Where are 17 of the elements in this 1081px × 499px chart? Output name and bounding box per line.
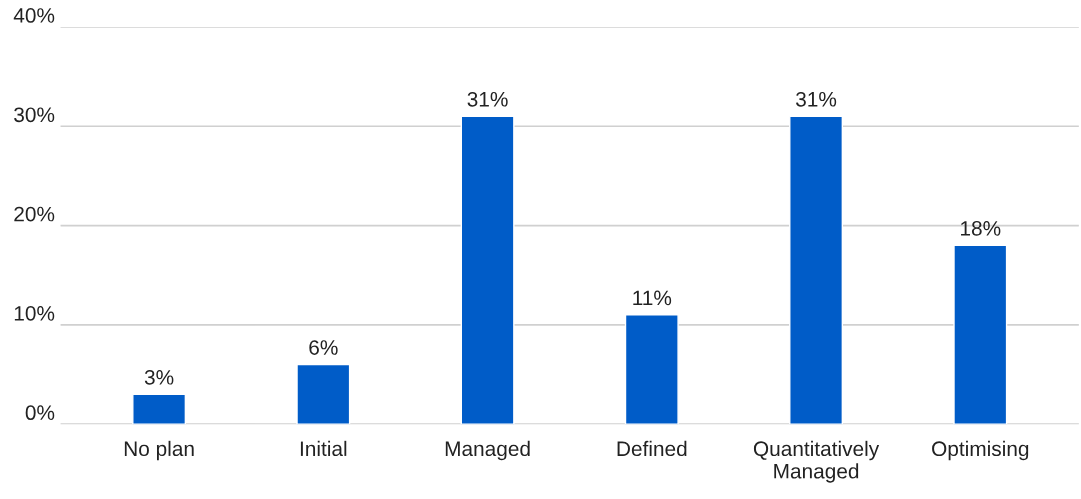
y-tick-label: 20% bbox=[14, 206, 55, 222]
data-label: 11% bbox=[633, 290, 672, 306]
y-tick-label: 0% bbox=[25, 405, 55, 421]
x-tick-label: Quantitatively Managed bbox=[753, 440, 880, 483]
data-label: 31% bbox=[796, 91, 837, 107]
y-tick-label: 40% bbox=[13, 8, 55, 23]
x-tick-label: Optimising bbox=[932, 440, 1029, 461]
x-tick-label: Initial bbox=[300, 440, 347, 457]
x-tick-label: Managed bbox=[445, 440, 530, 461]
data-label: 6% bbox=[309, 340, 338, 355]
data-label: 3% bbox=[144, 369, 174, 385]
data-label: 31% bbox=[467, 91, 508, 107]
x-tick-label: Defined bbox=[617, 440, 687, 457]
data-label: 18% bbox=[961, 220, 1001, 236]
x-tick-label: No plan bbox=[124, 440, 194, 461]
y-tick-label: 30% bbox=[14, 107, 55, 123]
y-tick-label: 10% bbox=[14, 305, 55, 321]
